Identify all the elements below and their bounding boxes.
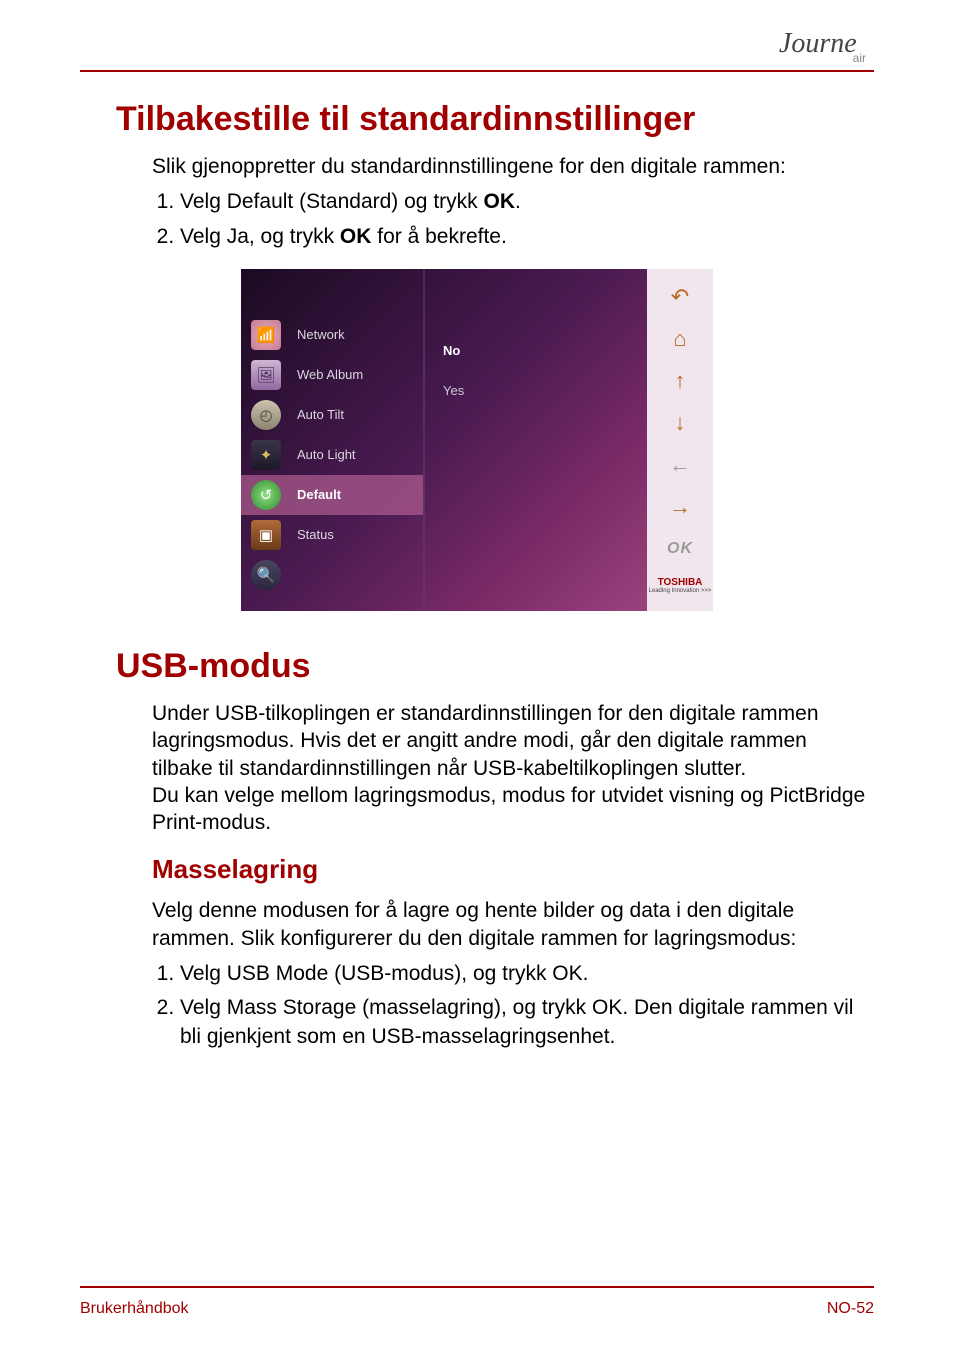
section1-intro: Slik gjenoppretter du standardinnstillin…: [152, 153, 872, 180]
menu-label-network: Network: [297, 327, 345, 342]
section1-title: Tilbakestille til standardinnstillinger: [116, 100, 874, 139]
footer-left: Brukerhåndbok: [80, 1300, 189, 1318]
screenshot-sidebuttons: ↶ ⌂ ↑ ↓ ← → OK TOSHIBA Leading Innovatio…: [647, 269, 713, 611]
zoom-icon: 🔍: [251, 560, 281, 590]
option-yes[interactable]: Yes: [443, 371, 647, 411]
menu-item-status[interactable]: ▣ Status: [241, 515, 423, 555]
left-button[interactable]: ←: [658, 447, 702, 483]
menu-label-autolight: Auto Light: [297, 447, 356, 462]
device-screenshot: 📶 Network 🖼 Web Album ◴ Auto Tilt ✦ Auto…: [241, 269, 713, 611]
menu-item-autotilt[interactable]: ◴ Auto Tilt: [241, 395, 423, 435]
step2-post: for å bekrefte.: [371, 225, 506, 248]
brand-tag: Leading Innovation >>>: [649, 588, 712, 595]
footer: Brukerhåndbok NO-52: [80, 1300, 874, 1318]
step2-pre: Velg Ja, og trykk: [180, 225, 340, 248]
section1-step1: Velg Default (Standard) og trykk OK.: [180, 188, 872, 216]
bottom-divider: [80, 1286, 874, 1288]
menu-item-network[interactable]: 📶 Network: [241, 315, 423, 355]
right-button[interactable]: →: [658, 489, 702, 525]
section2-steps: Velg USB Mode (USB-modus), og trykk OK. …: [152, 960, 872, 1051]
step1-post: .: [515, 190, 521, 213]
menu-label-status: Status: [297, 527, 334, 542]
default-icon: ↺: [251, 480, 281, 510]
ok-button[interactable]: OK: [658, 531, 702, 567]
logo: Journeair: [779, 28, 870, 60]
menu-item-autolight[interactable]: ✦ Auto Light: [241, 435, 423, 475]
menu-label-autotilt: Auto Tilt: [297, 407, 344, 422]
step1-pre: Velg Default (Standard) og trykk: [180, 190, 484, 213]
menu-label-default: Default: [297, 487, 341, 502]
section2-sub: Masselagring: [152, 854, 874, 885]
back-button[interactable]: ↶: [658, 279, 702, 315]
down-button[interactable]: ↓: [658, 405, 702, 441]
section2-para: Under USB-tilkoplingen er standardinnsti…: [152, 700, 872, 836]
menu-item-zoom[interactable]: 🔍: [241, 555, 423, 595]
menu-label-webalbum: Web Album: [297, 367, 363, 382]
step1-bold: OK: [484, 190, 516, 213]
menu-item-webalbum[interactable]: 🖼 Web Album: [241, 355, 423, 395]
section2-step2: Velg Mass Storage (masselagring), og try…: [180, 994, 872, 1051]
up-button[interactable]: ↑: [658, 363, 702, 399]
step2-bold: OK: [340, 225, 372, 248]
brand-name: TOSHIBA: [658, 577, 703, 588]
logo-sub: air: [853, 51, 866, 65]
home-button[interactable]: ⌂: [658, 321, 702, 357]
logo-main: Journe: [779, 28, 857, 59]
section2-sub-intro: Velg denne modusen for å lagre og hente …: [152, 897, 872, 952]
screenshot-options: No Yes: [423, 269, 647, 611]
footer-right: NO-52: [827, 1300, 874, 1318]
brand: TOSHIBA Leading Innovation >>>: [649, 577, 712, 601]
autotilt-icon: ◴: [251, 400, 281, 430]
autolight-icon: ✦: [251, 440, 281, 470]
screenshot-wrap: 📶 Network 🖼 Web Album ◴ Auto Tilt ✦ Auto…: [80, 269, 874, 611]
section1-step2: Velg Ja, og trykk OK for å bekrefte.: [180, 223, 872, 251]
screenshot-menu: 📶 Network 🖼 Web Album ◴ Auto Tilt ✦ Auto…: [241, 269, 423, 611]
menu-item-default[interactable]: ↺ Default: [241, 475, 423, 515]
section2-step1: Velg USB Mode (USB-modus), og trykk OK.: [180, 960, 872, 988]
page: Journeair Tilbakestille til standardinns…: [0, 0, 954, 1348]
section2-title: USB-modus: [116, 647, 874, 686]
network-icon: 📶: [251, 320, 281, 350]
top-divider: [80, 70, 874, 72]
content: Tilbakestille til standardinnstillinger …: [80, 90, 874, 1286]
webalbum-icon: 🖼: [251, 360, 281, 390]
section1-steps: Velg Default (Standard) og trykk OK. Vel…: [152, 188, 872, 251]
option-no[interactable]: No: [443, 331, 647, 371]
status-icon: ▣: [251, 520, 281, 550]
